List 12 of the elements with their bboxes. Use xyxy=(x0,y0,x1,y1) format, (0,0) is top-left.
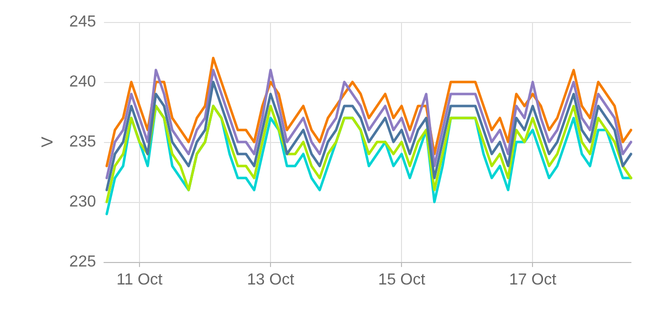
x-tick-label: 15 Oct xyxy=(378,272,426,288)
x-tick-label: 11 Oct xyxy=(116,272,164,288)
y-tick-label: 245 xyxy=(69,14,96,30)
x-tick-label: 17 Oct xyxy=(509,272,557,288)
y-tick-label: 230 xyxy=(69,194,96,210)
y-tick-label: 235 xyxy=(69,134,96,150)
y-axis-title: V xyxy=(40,136,56,148)
y-tick-label: 225 xyxy=(69,254,96,270)
x-tick-label: 13 Oct xyxy=(246,272,295,288)
line-series xyxy=(105,80,632,192)
y-tick-label: 240 xyxy=(69,74,96,90)
line-series xyxy=(105,68,632,180)
